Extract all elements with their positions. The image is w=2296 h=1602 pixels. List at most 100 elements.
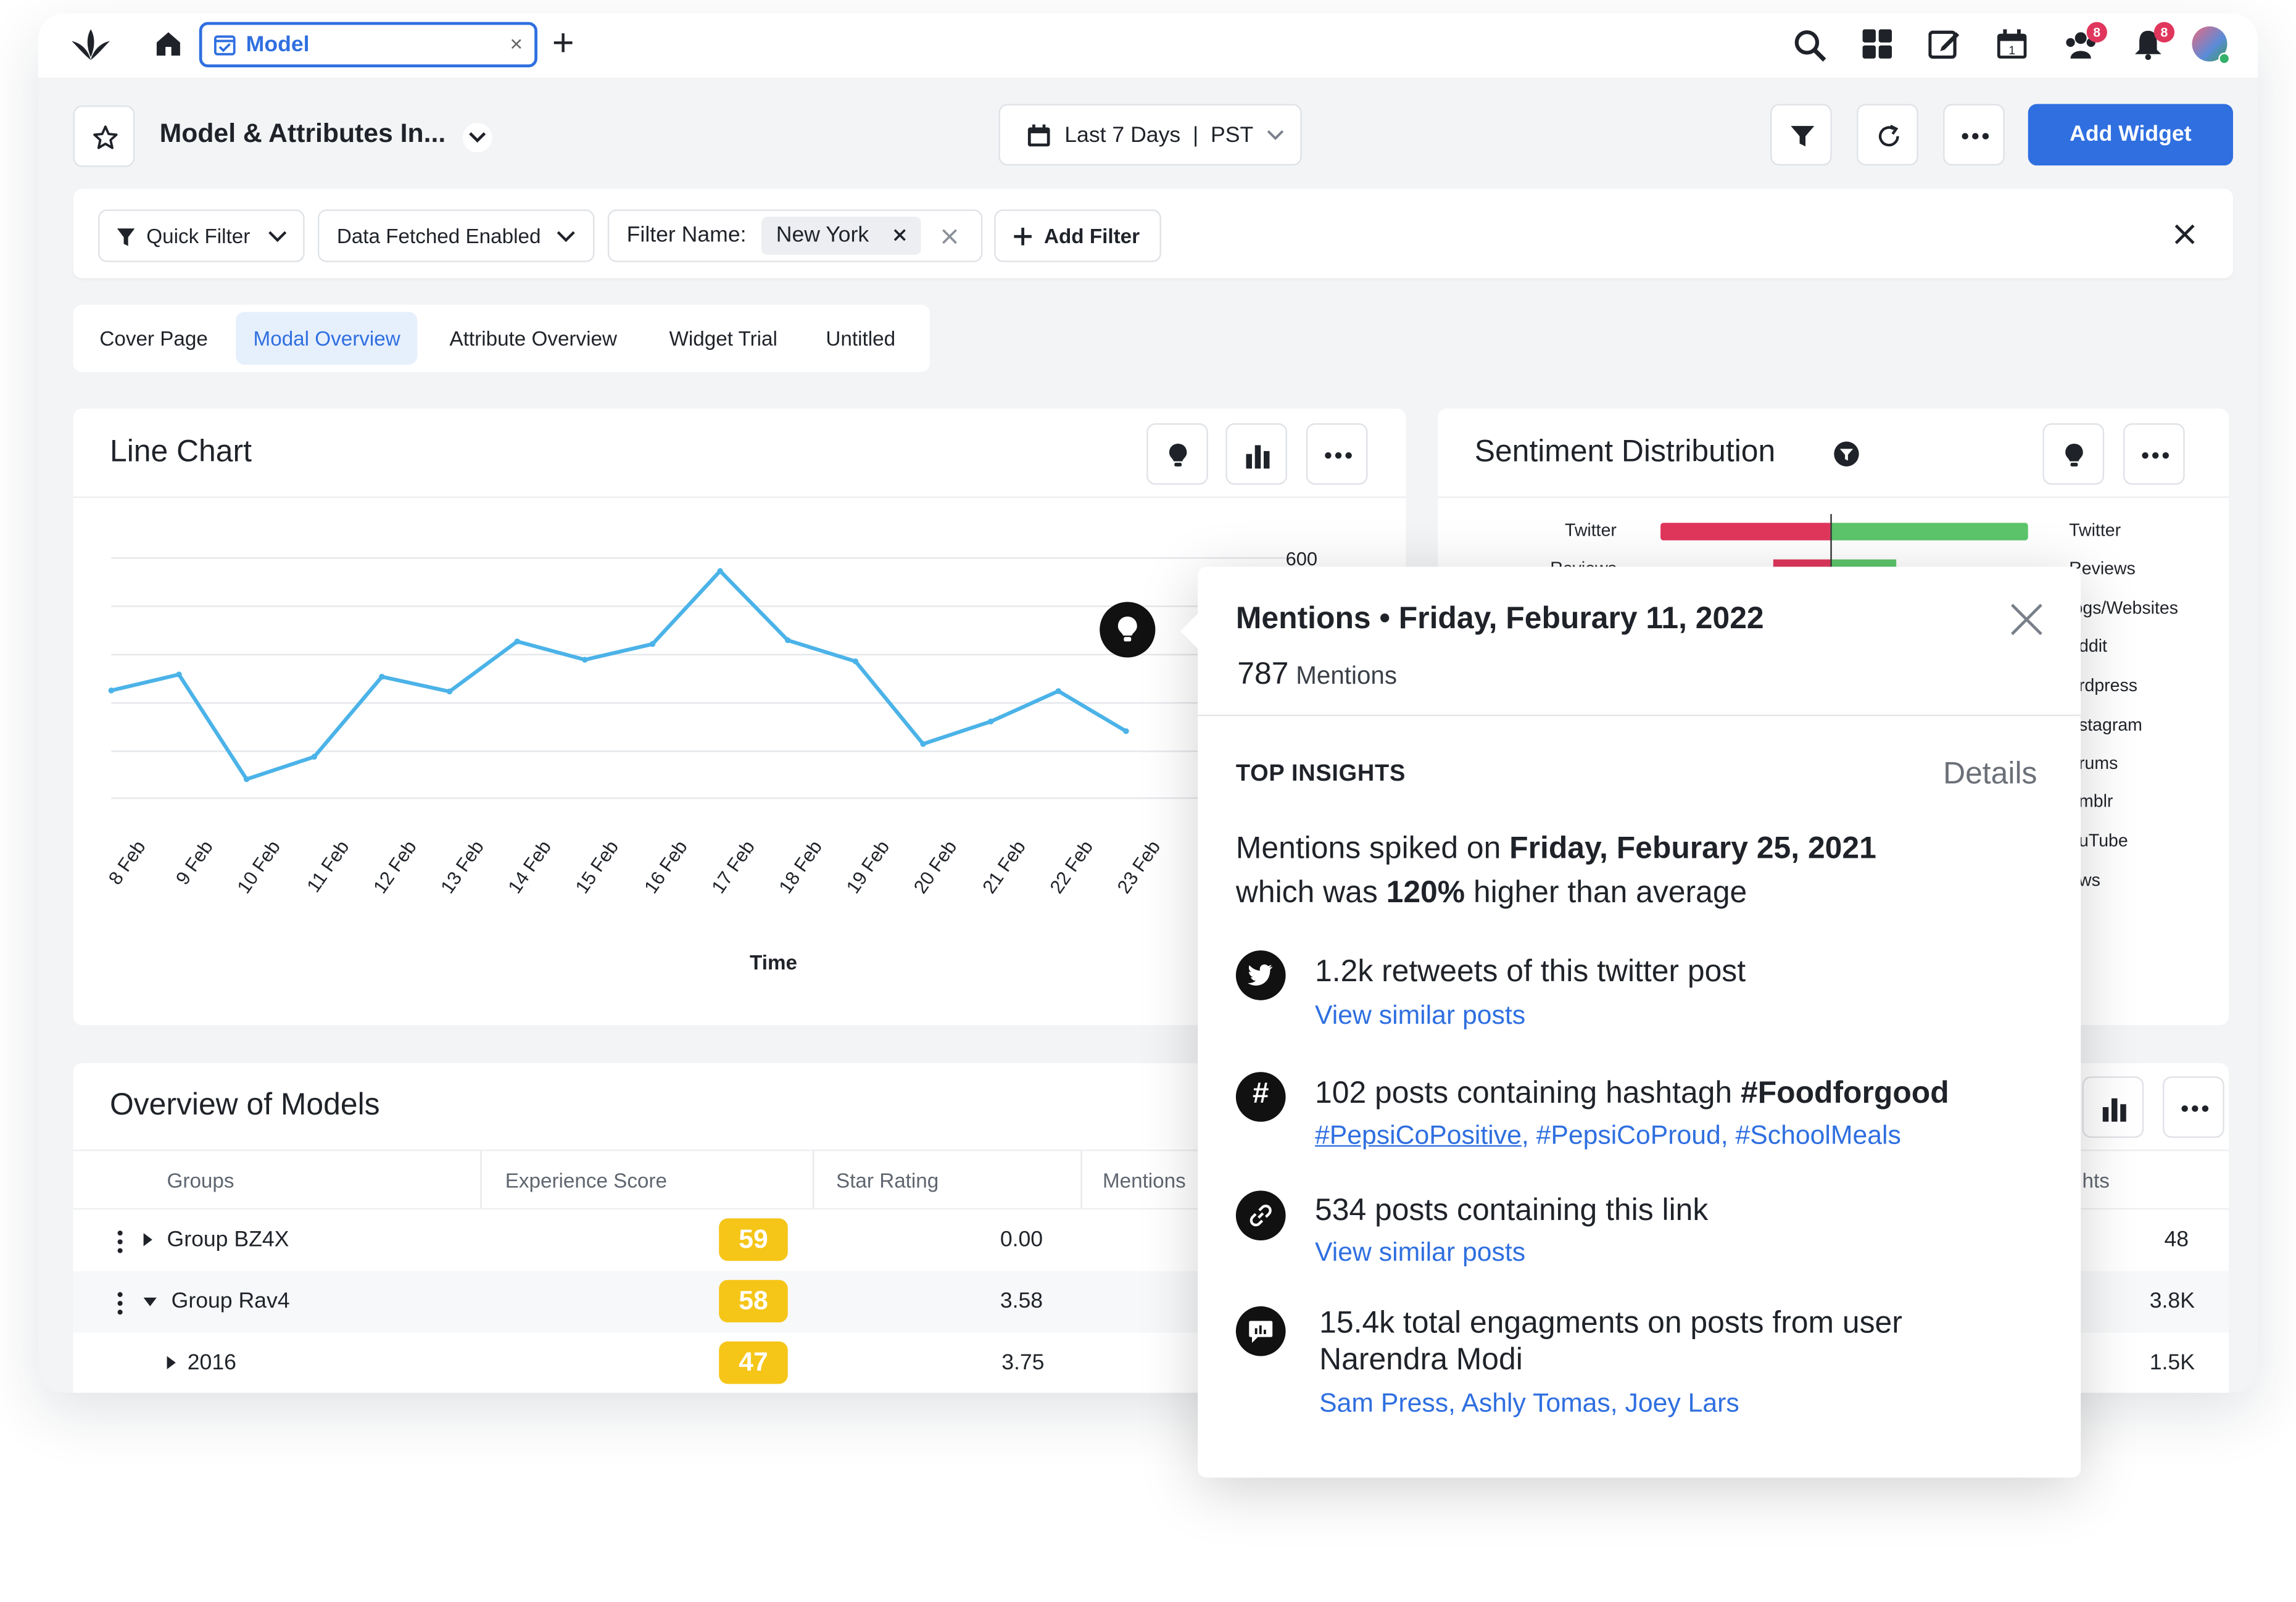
column-header-groups[interactable]: Groups [167,1168,234,1192]
new-tab-button[interactable]: + [552,20,574,65]
tab-widget-trial[interactable]: Widget Trial [669,326,777,351]
tab-modal-overview[interactable]: Modal Overview [236,312,418,365]
quick-filter-dropdown[interactable]: Quick Filter [97,209,305,262]
filter-name-label: Filter Name: [626,222,747,248]
experience-score-badge: 59 [719,1218,788,1261]
community-badge: 8 [2086,22,2107,43]
column-header-experience-score[interactable]: Experience Score [505,1168,667,1192]
bar-chart-icon [2102,1098,2126,1122]
caret-right-icon[interactable] [167,1356,176,1369]
tab-label: Model [246,32,310,57]
column-header-star-rating[interactable]: Star Rating [836,1168,939,1192]
data-point[interactable] [717,568,723,575]
data-point[interactable] [1055,688,1062,694]
calendar-icon[interactable]: 1 [1996,28,2028,60]
caret-down-icon[interactable] [143,1297,157,1306]
home-icon[interactable] [154,29,183,58]
widget-more-button[interactable] [2123,423,2185,485]
data-point[interactable] [784,637,791,644]
lightbulb-icon [1169,444,1187,467]
y-axis-tick: 600 [1285,547,1318,570]
close-filter-bar-icon[interactable] [2174,224,2195,244]
widget-more-button[interactable] [1306,423,1368,485]
filter-bar: Quick Filter Data Fetched Enabled Filter… [73,189,2233,278]
other-users-link[interactable]: Sam Press, Ashly Tomas, Joey Lars [1319,1388,1739,1418]
insight-hashtag: 102 posts containing hashtagh #Foodforgo… [1315,1076,1949,1111]
filter-name-chip[interactable]: Filter Name: New York [607,209,983,262]
sentiment-legend-item: logs/Websites [2069,597,2178,618]
insight-marker[interactable] [1100,602,1156,658]
community-icon[interactable] [2063,28,2099,60]
tab-model[interactable]: Model × [199,22,537,68]
data-point[interactable] [649,641,656,647]
data-point[interactable] [1123,728,1129,734]
app-logo-icon[interactable] [70,28,111,63]
clear-filter-icon[interactable] [942,228,958,244]
title-dropdown-button[interactable] [462,123,492,152]
view-similar-posts-link[interactable]: View similar posts [1315,1237,1526,1267]
spike-summary-line1: Mentions spiked on Friday, Feburary 25, … [1236,832,1876,867]
data-point[interactable] [582,657,588,663]
column-header-insights[interactable]: hts [2082,1168,2110,1192]
data-point[interactable] [446,688,453,695]
data-point[interactable] [920,741,926,747]
data-point[interactable] [108,687,115,694]
insights-button[interactable] [2042,423,2105,485]
filter-button[interactable] [1770,104,1832,166]
chart-type-button[interactable] [2082,1076,2144,1138]
retweets-desc: of this twitter post [1498,955,1746,989]
data-point[interactable] [987,718,994,724]
edit-icon[interactable] [1928,28,1960,60]
tab-cover-page[interactable]: Cover Page [99,326,208,351]
line-chart-widget: Line Chart 600 8 Feb 9 Feb 10 Feb 11 Feb 12 … [73,409,1406,1026]
row-menu-icon[interactable] [117,1230,123,1253]
caret-right-icon[interactable] [143,1233,152,1247]
chart-type-button[interactable] [1225,423,1287,485]
table-header-border [73,1208,2229,1210]
avatar[interactable] [2192,26,2231,65]
related-hashtags-rest[interactable]: , #PepsiCoProud, #SchoolMeals [1521,1120,1901,1150]
widget-title: Line Chart [109,434,252,469]
row-menu-icon[interactable] [117,1292,123,1315]
favorite-button[interactable] [73,105,135,167]
column-header-mentions[interactable]: Mentions [1102,1168,1186,1192]
hashtag-link[interactable]: #PepsiCoPositive [1315,1120,1522,1150]
tab-close-icon[interactable]: × [510,32,523,57]
tab-attribute-overview[interactable]: Attribute Overview [449,326,617,351]
data-fetched-dropdown[interactable]: Data Fetched Enabled [317,209,595,262]
data-point[interactable] [311,753,318,760]
insight-retweets: 1.2k retweets of this twitter post [1315,955,1746,990]
widget-more-button[interactable] [2163,1076,2224,1138]
add-widget-button[interactable]: Add Widget [2028,104,2233,166]
add-filter-button[interactable]: Add Filter [994,209,1161,262]
group-name: 2016 [187,1350,236,1376]
spike-pre: which was [1235,876,1386,910]
view-similar-posts-link[interactable]: View similar posts [1315,1000,1526,1030]
date-range-label: Last 7 Days | PST [1064,123,1254,148]
data-point[interactable] [379,673,385,680]
apps-grid-icon[interactable] [1861,28,1893,60]
details-link[interactable]: Details [1943,757,2037,791]
filter-indicator-icon[interactable] [1833,441,1860,467]
filter-value-text: New York [776,222,869,248]
tab-untitled[interactable]: Untitled [826,326,896,351]
series-line[interactable] [110,569,1127,781]
date-range-picker[interactable]: Last 7 Days | PST [998,104,1302,166]
remove-tag-icon[interactable] [893,228,906,241]
popover-arrow [1180,610,1201,652]
search-icon[interactable] [1792,28,1828,63]
top-bar: Model × + 1 8 8 [38,13,2258,78]
column-divider [1080,1151,1082,1210]
line-chart-plot [108,557,1286,799]
data-point[interactable] [176,671,182,678]
refresh-button[interactable] [1857,104,1918,166]
data-point[interactable] [243,776,250,782]
spike-post: higher than average [1465,876,1747,910]
bar-chart-icon [1246,445,1270,469]
close-icon[interactable] [2009,602,2044,637]
data-point[interactable] [852,658,859,665]
more-options-button[interactable] [1943,104,2005,166]
data-point[interactable] [514,638,520,645]
insights-button[interactable] [1146,423,1208,485]
